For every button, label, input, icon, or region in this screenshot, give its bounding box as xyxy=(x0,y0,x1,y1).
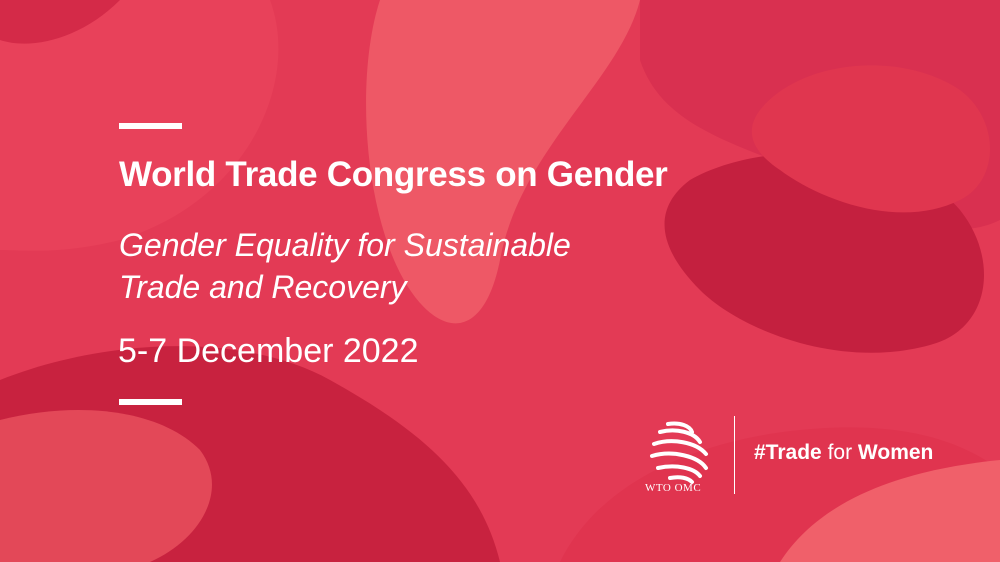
wto-logo-text: WTO OMC xyxy=(645,482,702,494)
event-date: 5-7 December 2022 xyxy=(118,332,419,370)
top-accent-bar xyxy=(119,123,182,129)
event-title: World Trade Congress on Gender xyxy=(119,155,668,194)
subtitle-line-2: Trade and Recovery xyxy=(119,269,407,305)
event-subtitle: Gender Equality for Sustainable Trade an… xyxy=(119,224,571,308)
hashtag-for: for xyxy=(827,441,853,464)
wto-globe-icon xyxy=(650,421,708,484)
subtitle-line-1: Gender Equality for Sustainable xyxy=(119,227,571,263)
hashtag-trade: #Trade xyxy=(754,441,822,464)
hashtag-women: Women xyxy=(857,441,934,464)
logo-divider xyxy=(734,416,735,494)
bottom-accent-bar xyxy=(119,399,182,405)
hashtag: #Trade for Women xyxy=(754,441,933,465)
